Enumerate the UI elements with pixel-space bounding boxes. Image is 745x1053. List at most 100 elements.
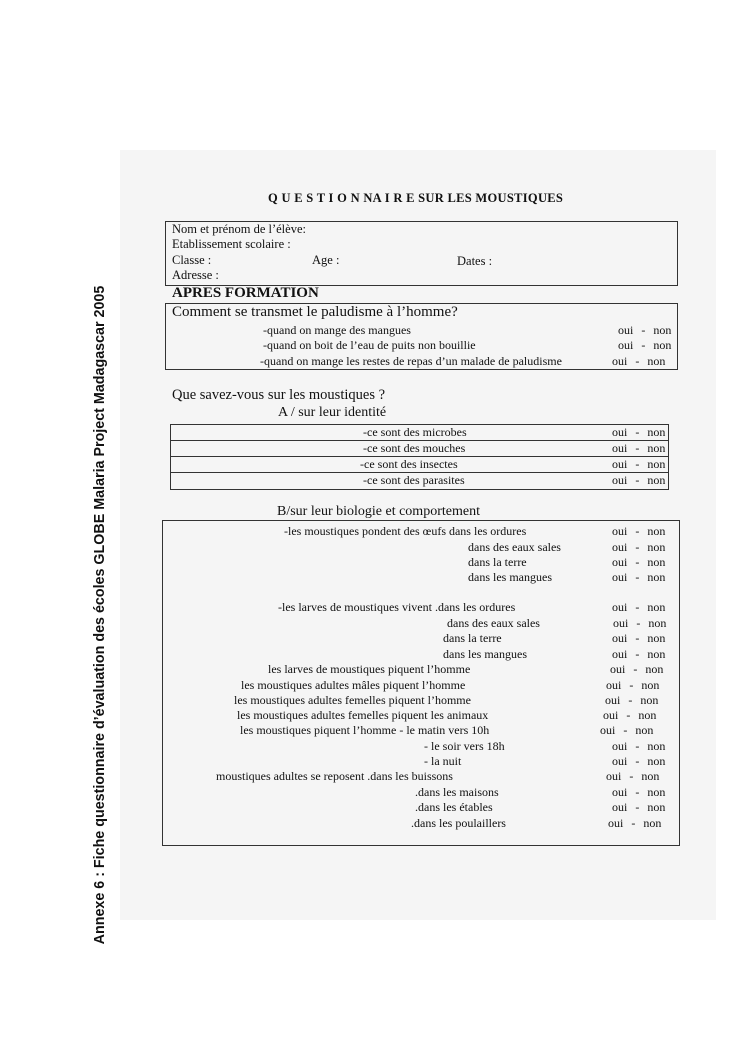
answer-separator: - (635, 524, 640, 538)
question-item: dans les mangues (468, 570, 552, 584)
answer-choice[interactable]: oui - non (614, 338, 675, 353)
answer-oui[interactable]: oui (612, 754, 628, 768)
answer-non[interactable]: non (635, 723, 654, 737)
answer-non[interactable]: non (647, 354, 666, 368)
answer-non[interactable]: non (647, 800, 666, 814)
address-label: Adresse : (172, 268, 219, 282)
question-item: - le soir vers 18h (424, 739, 505, 753)
answer-choice[interactable]: oui - non (608, 647, 669, 662)
answer-choice[interactable]: oui - non (608, 441, 669, 456)
question-item: dans les mangues (443, 647, 527, 661)
answer-non[interactable]: non (653, 323, 672, 337)
answer-oui[interactable]: oui (612, 441, 628, 455)
answer-non[interactable]: non (647, 600, 666, 614)
answer-choice[interactable]: oui - non (608, 540, 669, 555)
answer-non[interactable]: non (640, 693, 659, 707)
answer-oui[interactable]: oui (610, 662, 626, 676)
question-item: -les larves de moustiques vivent .dans l… (278, 600, 516, 614)
answer-non[interactable]: non (647, 457, 666, 471)
answer-oui[interactable]: oui (612, 739, 628, 753)
identity-box (165, 221, 678, 286)
answer-choice[interactable]: oui - non (608, 754, 669, 769)
answer-separator: - (635, 739, 640, 753)
name-label: Nom et prénom de l’élève: (172, 222, 306, 236)
answer-oui[interactable]: oui (612, 354, 628, 368)
answer-non[interactable]: non (647, 647, 666, 661)
answer-oui[interactable]: oui (612, 457, 628, 471)
answer-non[interactable]: non (647, 785, 666, 799)
answer-oui[interactable]: oui (612, 600, 628, 614)
answer-choice[interactable]: oui - non (602, 678, 663, 693)
answer-oui[interactable]: oui (606, 678, 622, 692)
answer-oui[interactable]: oui (612, 785, 628, 799)
answer-choice[interactable]: oui - non (608, 524, 669, 539)
answer-oui[interactable]: oui (606, 769, 622, 783)
answer-choice[interactable]: oui - non (608, 425, 669, 440)
answer-non[interactable]: non (638, 708, 657, 722)
answer-choice[interactable]: oui - non (608, 555, 669, 570)
answer-non[interactable]: non (647, 524, 666, 538)
answer-oui[interactable]: oui (612, 540, 628, 554)
answer-choice[interactable]: oui - non (608, 631, 669, 646)
answer-oui[interactable]: oui (612, 631, 628, 645)
answer-choice[interactable]: oui - non (608, 785, 669, 800)
answer-non[interactable]: non (647, 473, 666, 487)
answer-non[interactable]: non (647, 555, 666, 569)
answer-choice[interactable]: oui - non (596, 723, 657, 738)
answer-oui[interactable]: oui (605, 693, 621, 707)
answer-choice[interactable]: oui - non (609, 616, 670, 631)
question-item: -quand on mange les restes de repas d’un… (260, 354, 562, 368)
answer-non[interactable]: non (647, 540, 666, 554)
answer-non[interactable]: non (641, 769, 660, 783)
answer-non[interactable]: non (647, 631, 666, 645)
answer-separator: - (635, 555, 640, 569)
question-item: -quand on boit de l’eau de puits non bou… (263, 338, 476, 352)
answer-non[interactable]: non (643, 816, 662, 830)
answer-non[interactable]: non (653, 338, 672, 352)
answer-non[interactable]: non (641, 678, 660, 692)
answer-choice[interactable]: oui - non (608, 800, 669, 815)
answer-non[interactable]: non (647, 441, 666, 455)
table-divider (170, 472, 669, 473)
answer-choice[interactable]: oui - non (608, 457, 669, 472)
answer-choice[interactable]: oui - non (602, 769, 663, 784)
answer-oui[interactable]: oui (600, 723, 616, 737)
answer-separator: - (641, 323, 646, 337)
answer-oui[interactable]: oui (612, 800, 628, 814)
question-item: -ce sont des microbes (363, 425, 467, 439)
answer-oui[interactable]: oui (612, 473, 628, 487)
answer-choice[interactable]: oui - non (608, 739, 669, 754)
answer-choice[interactable]: oui - non (599, 708, 660, 723)
answer-oui[interactable]: oui (612, 425, 628, 439)
question-item: .dans les étables (415, 800, 493, 814)
answer-non[interactable]: non (647, 739, 666, 753)
answer-oui[interactable]: oui (612, 647, 628, 661)
answer-oui[interactable]: oui (612, 555, 628, 569)
answer-oui[interactable]: oui (612, 524, 628, 538)
answer-oui[interactable]: oui (603, 708, 619, 722)
answer-choice[interactable]: oui - non (608, 570, 669, 585)
answer-non[interactable]: non (647, 570, 666, 584)
answer-non[interactable]: non (648, 616, 667, 630)
table-divider (170, 456, 669, 457)
answer-choice[interactable]: oui - non (608, 354, 669, 369)
answer-oui[interactable]: oui (618, 323, 634, 337)
question-item: les larves de moustiques piquent l’homme (268, 662, 471, 676)
answer-oui[interactable]: oui (613, 616, 629, 630)
part-a-table (170, 424, 669, 490)
answer-oui[interactable]: oui (612, 570, 628, 584)
answer-separator: - (641, 338, 646, 352)
answer-choice[interactable]: oui - non (614, 323, 675, 338)
answer-choice[interactable]: oui - non (608, 473, 669, 488)
answer-non[interactable]: non (647, 754, 666, 768)
answer-choice[interactable]: oui - non (604, 816, 665, 831)
answer-separator: - (636, 616, 641, 630)
answer-choice[interactable]: oui - non (608, 600, 669, 615)
answer-choice[interactable]: oui - non (606, 662, 667, 677)
answer-choice[interactable]: oui - non (601, 693, 662, 708)
answer-non[interactable]: non (645, 662, 664, 676)
answer-oui[interactable]: oui (618, 338, 634, 352)
answer-oui[interactable]: oui (608, 816, 624, 830)
q2-question: Que savez-vous sur les moustiques ? (172, 387, 386, 403)
answer-non[interactable]: non (647, 425, 666, 439)
